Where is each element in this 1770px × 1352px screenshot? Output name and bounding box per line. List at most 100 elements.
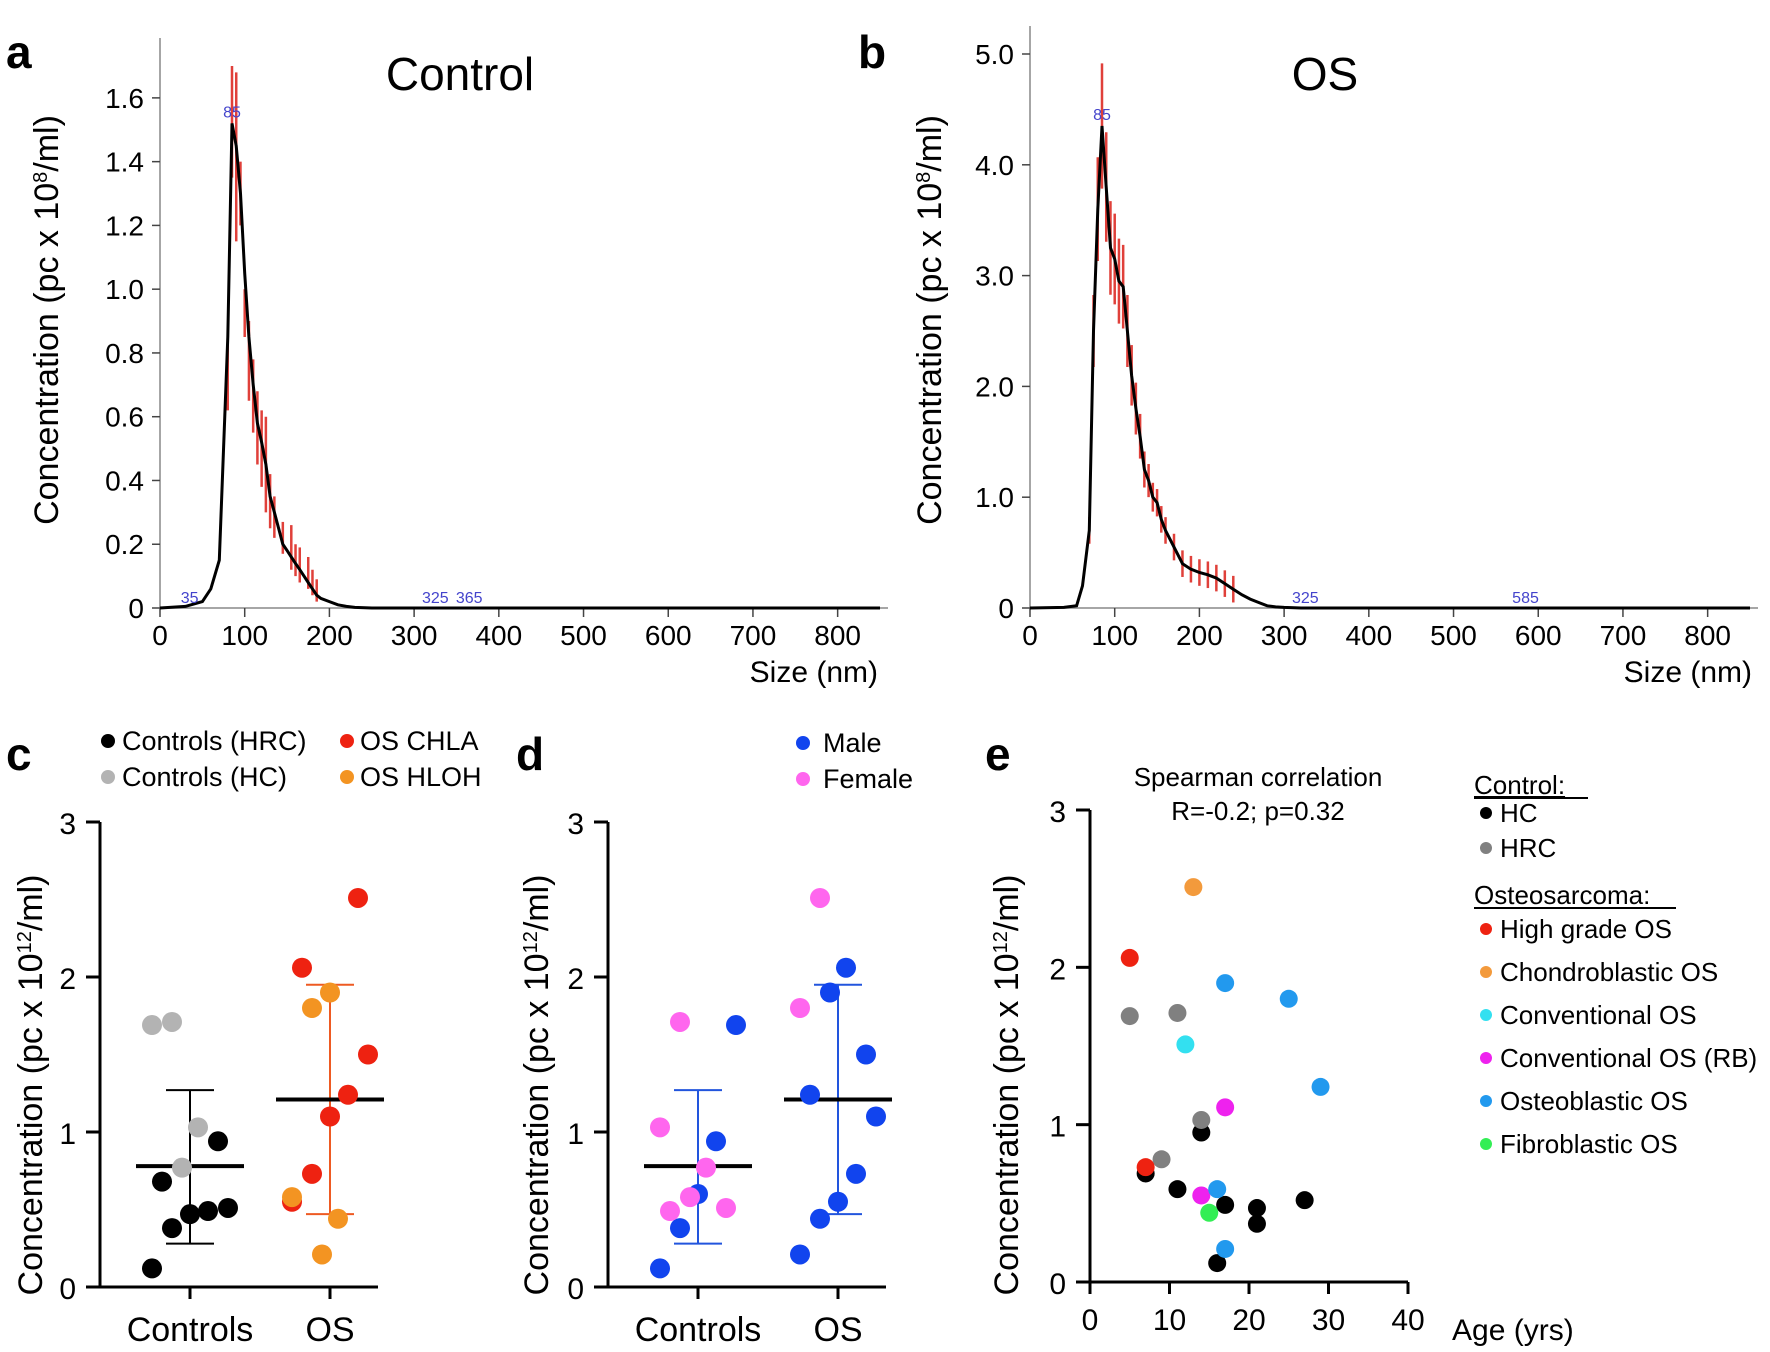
data-point	[670, 1218, 690, 1239]
x-axis-label-b: Size (nm)	[1624, 656, 1752, 689]
legend-label-controls-hrc: Controls (HRC)	[122, 726, 307, 756]
data-point	[726, 1015, 746, 1036]
y-tick-label: 1.2	[105, 210, 144, 241]
panel-letter-e: e	[985, 728, 1011, 780]
data-point	[1208, 1254, 1227, 1273]
legend-marker-e	[1480, 1052, 1492, 1064]
legend-marker-os-hloh	[340, 770, 354, 784]
data-point	[312, 1244, 332, 1265]
data-point	[1295, 1191, 1314, 1210]
x-tick-label: 100	[221, 620, 268, 651]
x-tick-label: 200	[1176, 620, 1223, 651]
x-tick-label: 100	[1091, 620, 1138, 651]
x-axis-label-a: Size (nm)	[750, 656, 878, 689]
data-point	[208, 1131, 228, 1152]
x-tick-label: 700	[1600, 620, 1647, 651]
x-tick-label: 800	[1684, 620, 1731, 651]
data-point	[1136, 1158, 1155, 1177]
legend-label-e: Osteoblastic OS	[1500, 1086, 1688, 1116]
data-point	[152, 1171, 172, 1192]
y-tick-label: 1	[567, 1118, 584, 1151]
legend-marker-e	[1480, 966, 1492, 978]
x-tick-label: Controls	[127, 1311, 254, 1349]
y-tick-label: 1.4	[105, 147, 144, 178]
data-point	[660, 1201, 680, 1222]
y-axis-label-e: Concentration (pc x 1012/ml)	[988, 875, 1026, 1296]
legend-marker-male	[796, 736, 810, 750]
x-tick-label: 500	[1430, 620, 1477, 651]
data-point	[856, 1044, 876, 1065]
x-tick-label: 0	[1082, 1304, 1099, 1337]
panel-letter-a: a	[6, 26, 32, 78]
data-point	[820, 982, 840, 1003]
data-point	[1247, 1199, 1266, 1218]
data-point	[328, 1208, 348, 1229]
panel-letter-d: d	[516, 728, 544, 780]
y-tick-label: 0	[998, 593, 1014, 624]
x-tick-label: 300	[1261, 620, 1308, 651]
size-distribution-line	[1029, 125, 1750, 610]
data-point	[800, 1084, 820, 1105]
legend-marker-female	[796, 772, 810, 786]
y-tick-label: 2	[1049, 953, 1066, 986]
data-point	[292, 957, 312, 978]
data-point	[1247, 1214, 1266, 1233]
legend-marker-e	[1480, 923, 1492, 935]
axes-d: 0 1 2 3 Controls OS	[567, 808, 886, 1349]
x-tick-label: Controls	[635, 1311, 762, 1349]
legend-d: Male Female	[796, 728, 913, 794]
data-point	[282, 1187, 302, 1208]
data-point	[142, 1258, 162, 1279]
x-tick-label: 0	[1022, 620, 1038, 651]
legend-header-control: Control:	[1474, 770, 1565, 800]
peak-label: 325	[422, 590, 449, 607]
data-point	[162, 1011, 182, 1032]
data-point	[1216, 1195, 1235, 1214]
data-point	[188, 1117, 208, 1138]
legend-marker-os-chla	[340, 734, 354, 748]
legend-label-controls-hc: Controls (HC)	[122, 762, 287, 792]
data-point	[320, 1106, 340, 1127]
data-point	[1120, 948, 1139, 967]
y-tick-label: 3	[59, 808, 76, 841]
panel-letter-c: c	[6, 728, 32, 780]
data-point	[338, 1084, 358, 1105]
data-point	[828, 1191, 848, 1212]
chart-title-a: Control	[386, 48, 534, 100]
legend-label-male: Male	[823, 728, 882, 758]
data-point	[790, 1244, 810, 1265]
y-tick-label: 2	[567, 963, 584, 996]
y-axis-label-d: Concentration (pc x 1012/ml)	[518, 875, 556, 1296]
axes-a: 0 100 200 300 400 500 600 700 800 0 0.2 0.4 0.6 0.8 1.…	[105, 38, 888, 651]
x-tick-label: 400	[1345, 620, 1392, 651]
y-tick-label: 5.0	[975, 39, 1014, 70]
data-point	[1192, 1186, 1211, 1205]
x-tick-label: 300	[391, 620, 438, 651]
data-point	[680, 1187, 700, 1208]
y-tick-label: 0	[1049, 1268, 1066, 1301]
legend-label-female: Female	[823, 764, 913, 794]
peak-label: 85	[1093, 107, 1111, 124]
data-point	[1200, 1203, 1219, 1222]
panel-letter-b: b	[858, 26, 886, 78]
peak-label: 85	[223, 104, 241, 121]
x-axis-label-e: Age (yrs)	[1452, 1314, 1574, 1347]
legend-marker-e	[1480, 1009, 1492, 1021]
legend-label-os-hloh: OS HLOH	[360, 762, 482, 792]
data-point	[696, 1157, 716, 1178]
y-tick-label: 0	[59, 1273, 76, 1306]
legend-marker-e	[1480, 1138, 1492, 1150]
data-point	[1168, 1180, 1187, 1199]
annotation-line-2: R=-0.2; p=0.32	[1171, 796, 1344, 826]
legend-label-e: Conventional OS	[1500, 1000, 1697, 1030]
data-point	[172, 1157, 192, 1178]
panel-c: c Concentration (pc x 1012/ml) Controls …	[6, 726, 482, 1349]
x-tick-label: 200	[306, 620, 353, 651]
data-point	[1184, 878, 1203, 897]
legend-label-e: Fibroblastic OS	[1500, 1129, 1678, 1159]
annotation-line-1: Spearman correlation	[1134, 762, 1383, 792]
peak-label: 585	[1512, 590, 1539, 607]
data-point	[1216, 1239, 1235, 1258]
plot-area-a: 35 85 325 365	[159, 66, 880, 610]
